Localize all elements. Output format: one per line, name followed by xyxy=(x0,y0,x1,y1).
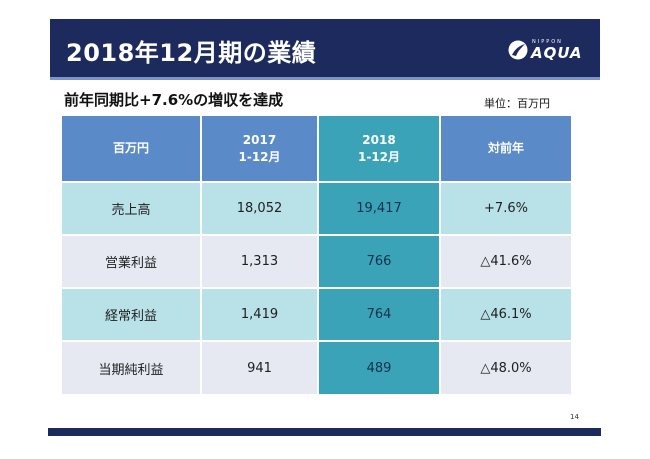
slide-title: 2018年12月期の業績 xyxy=(66,39,317,67)
table-row: 営業利益 1,313 766 △41.6% xyxy=(62,234,571,288)
cell-yoy: +7.6% xyxy=(440,181,571,235)
header-2017-period: 1-12月 xyxy=(238,149,281,164)
cell-2018: 489 xyxy=(318,340,441,394)
table-header-row: 百万円 2017 1-12月 2018 1-12月 対前年 xyxy=(62,116,571,182)
logo-main-text: AQUA xyxy=(531,44,583,62)
cell-yoy: △41.6% xyxy=(440,234,571,288)
cell-yoy: △46.1% xyxy=(440,287,571,341)
cell-2018: 19,417 xyxy=(318,181,441,235)
header-2018-period: 1-12月 xyxy=(357,149,401,164)
table-row: 当期純利益 941 489 △48.0% xyxy=(62,340,571,394)
table-row: 経常利益 1,419 764 △46.1% xyxy=(62,287,571,341)
header-2018: 2018 1-12月 xyxy=(318,116,441,182)
row-label: 売上高 xyxy=(62,181,202,235)
header-2017-year: 2017 xyxy=(242,132,277,147)
cell-yoy: △48.0% xyxy=(440,340,571,394)
logo-small-text: NIPPON xyxy=(532,39,563,45)
logo-mark-icon xyxy=(508,40,528,60)
cell-2017: 1,313 xyxy=(201,234,319,288)
unit-label: 単位：百万円 xyxy=(484,97,550,110)
slide-header: 2018年12月期の業績 NIPPON AQUA xyxy=(50,19,600,80)
header-2017: 2017 1-12月 xyxy=(201,116,319,182)
table-row: 売上高 18,052 19,417 +7.6% xyxy=(62,181,571,235)
row-label: 当期純利益 xyxy=(62,340,202,394)
results-table: 百万円 2017 1-12月 2018 1-12月 対前年 売上高 18,052… xyxy=(62,116,571,394)
cell-2018: 764 xyxy=(318,287,441,341)
row-label: 営業利益 xyxy=(62,234,202,288)
page-number: 14 xyxy=(570,413,579,421)
cell-2017: 941 xyxy=(201,340,319,394)
header-label: 百万円 xyxy=(62,116,202,182)
footer-bar xyxy=(48,428,601,436)
row-label: 経常利益 xyxy=(62,287,202,341)
cell-2018: 766 xyxy=(318,234,441,288)
header-2018-year: 2018 xyxy=(362,132,396,147)
header-yoy: 対前年 xyxy=(440,116,571,182)
cell-2017: 1,419 xyxy=(201,287,319,341)
cell-2017: 18,052 xyxy=(201,181,319,235)
slide-subtitle: 前年同期比+7.6%の増収を達成 xyxy=(64,91,284,109)
nippon-aqua-logo: NIPPON AQUA xyxy=(508,39,588,67)
